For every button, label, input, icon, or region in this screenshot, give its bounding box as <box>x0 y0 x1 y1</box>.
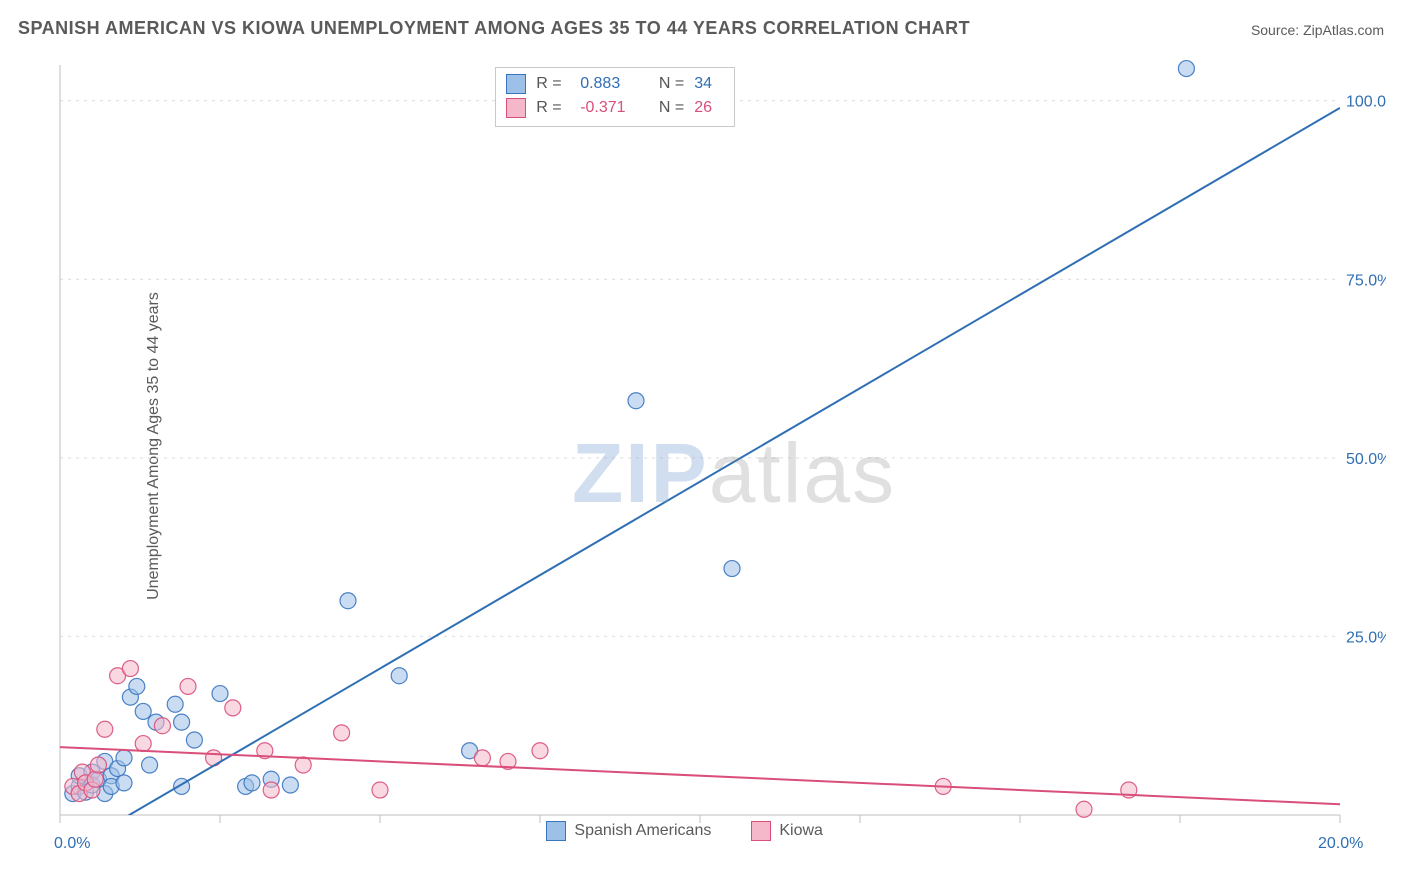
source-prefix: Source: <box>1251 22 1303 38</box>
n-label: N = <box>650 75 684 93</box>
swatch-icon <box>506 98 526 118</box>
svg-text:75.0%: 75.0% <box>1346 272 1386 289</box>
chart-title: SPANISH AMERICAN VS KIOWA UNEMPLOYMENT A… <box>18 18 970 39</box>
legend-item-spanish_americans[interactable]: Spanish Americans <box>546 821 711 841</box>
source-link[interactable]: ZipAtlas.com <box>1303 22 1384 38</box>
n-label: N = <box>650 99 684 117</box>
x-axis-max-label: 20.0% <box>1318 835 1363 853</box>
r-label: R = <box>536 99 570 117</box>
legend-label: Spanish Americans <box>574 822 711 840</box>
swatch-icon <box>506 74 526 94</box>
scatter-plot-svg: 25.0% 50.0% 75.0% 100.0% <box>50 55 1386 845</box>
svg-text:25.0%: 25.0% <box>1346 629 1386 646</box>
swatch-icon <box>546 821 566 841</box>
stat-row-spanish_americans: R = 0.883 N = 34 <box>506 72 724 96</box>
legend-item-kiowa[interactable]: Kiowa <box>751 821 823 841</box>
svg-text:50.0%: 50.0% <box>1346 451 1386 468</box>
n-value: 26 <box>694 99 724 117</box>
swatch-icon <box>751 821 771 841</box>
correlation-stats-legend: R = 0.883 N = 34 R = -0.371 N = 26 <box>495 67 735 127</box>
n-value: 34 <box>694 75 724 93</box>
svg-text:100.0%: 100.0% <box>1346 94 1386 111</box>
plot-area: 25.0%50.0%75.0%100.0% ZIPatlas R =0.883N… <box>50 55 1386 845</box>
x-axis-min-label: 0.0% <box>54 835 90 853</box>
series-legend: Spanish Americans Kiowa <box>546 821 823 841</box>
r-value: 0.883 <box>580 75 640 93</box>
source-attribution: Source: ZipAtlas.com <box>1251 22 1384 38</box>
legend-label: Kiowa <box>779 822 823 840</box>
stat-row-kiowa: R = -0.371 N = 26 <box>506 96 724 120</box>
r-label: R = <box>536 75 570 93</box>
r-value: -0.371 <box>580 99 640 117</box>
